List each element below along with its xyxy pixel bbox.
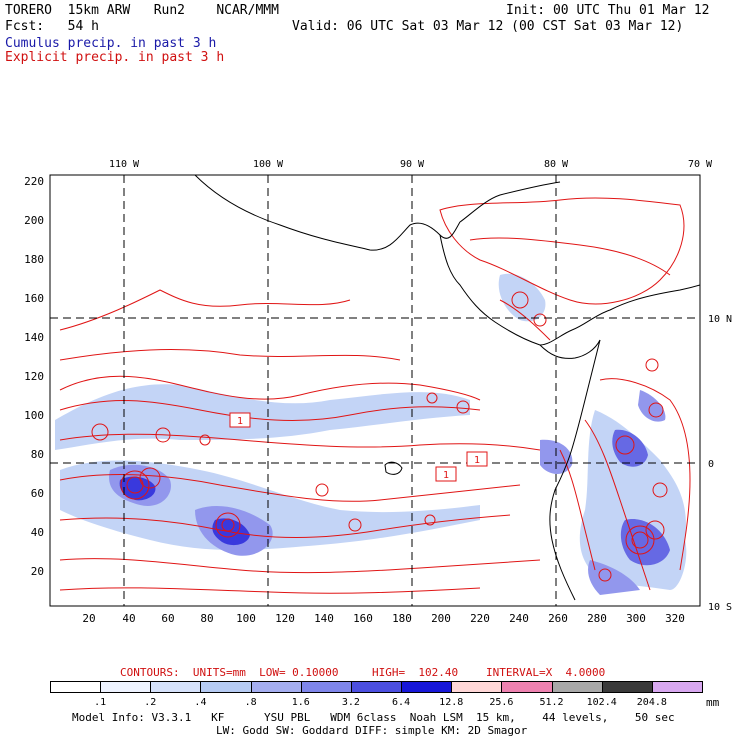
colorbar-cell xyxy=(200,681,252,693)
colorbar-cell xyxy=(501,681,553,693)
contour-units: CONTOURS: UNITS=mm LOW= 0.10000 xyxy=(120,666,339,679)
explicit-precip-contours xyxy=(59,197,691,594)
colorbar-label: 102.4 xyxy=(586,697,617,708)
colorbar-label: 25.6 xyxy=(489,697,514,708)
lon-label: 110 W xyxy=(109,159,140,170)
lat-label: 0 xyxy=(708,459,714,470)
colorbar-cell xyxy=(451,681,503,693)
valid-time: Valid: 06 UTC Sat 03 Mar 12 (00 CST Sat … xyxy=(292,19,684,34)
contour-interval: INTERVAL=X 4.0000 xyxy=(486,666,606,679)
bottom-tick: 320 xyxy=(665,612,685,625)
colorbar-label: 51.2 xyxy=(539,697,564,708)
colorbar-cell xyxy=(551,681,603,693)
bottom-tick: 220 xyxy=(470,612,490,625)
colorbar-label: .8 xyxy=(244,697,257,708)
bottom-tick: 80 xyxy=(200,612,213,625)
bottom-tick: 120 xyxy=(275,612,295,625)
contour-label: 1 xyxy=(474,455,480,466)
colorbar-cell xyxy=(350,681,403,693)
left-tick: 200 xyxy=(24,214,44,227)
init-time: Init: 00 UTC Thu 01 Mar 12 xyxy=(506,3,710,18)
lon-label: 80 W xyxy=(544,159,569,170)
left-tick: 160 xyxy=(24,292,44,305)
lon-label: 70 W xyxy=(688,159,713,170)
left-tick: 180 xyxy=(24,253,44,266)
left-tick: 20 xyxy=(31,565,44,578)
bottom-tick: 200 xyxy=(431,612,451,625)
bottom-tick: 140 xyxy=(314,612,334,625)
left-tick: 120 xyxy=(24,370,44,383)
colorbar-label: .2 xyxy=(144,697,157,708)
bottom-tick: 60 xyxy=(161,612,174,625)
bottom-tick: 40 xyxy=(122,612,135,625)
model-info: Model Info: V3.3.1 KF YSU PBL WDM 6class… xyxy=(72,711,675,724)
lat-label: 10 N xyxy=(708,314,732,325)
bottom-tick: 300 xyxy=(626,612,646,625)
precip-colorbar xyxy=(50,681,703,693)
map-layers: 1 1 1 xyxy=(50,175,700,606)
lon-label: 100 W xyxy=(253,159,284,170)
lon-label: 90 W xyxy=(400,159,425,170)
colorbar-label: .1 xyxy=(94,697,107,708)
colorbar-label: 12.8 xyxy=(439,697,464,708)
right-lat-labels: 10 N 0 10 S xyxy=(708,314,732,613)
map-frame xyxy=(49,174,701,607)
left-tick-labels: 220 200 180 160 140 120 100 80 60 40 20 xyxy=(24,175,44,578)
lat-label: 10 S xyxy=(708,602,732,613)
colorbar-unit: mm xyxy=(706,696,720,709)
colorbar-label: 1.6 xyxy=(291,697,310,708)
model-physics: LW: Godd SW: Goddard DIFF: simple KM: 2D… xyxy=(216,724,528,737)
cumulus-precip-label: Cumulus precip. in past 3 h xyxy=(5,36,217,51)
left-tick: 40 xyxy=(31,526,44,539)
contour-labels: 1 1 1 xyxy=(229,412,488,482)
colorbar-cell xyxy=(100,681,152,693)
colorbar-label: 204.8 xyxy=(636,697,667,708)
colorbar-cell xyxy=(601,681,653,693)
bottom-tick: 100 xyxy=(236,612,256,625)
bottom-tick: 160 xyxy=(353,612,373,625)
explicit-precip-label: Explicit precip. in past 3 h xyxy=(5,50,225,65)
left-tick: 100 xyxy=(24,409,44,422)
contour-label: 1 xyxy=(443,470,449,481)
bottom-tick: 260 xyxy=(548,612,568,625)
coastline xyxy=(194,175,700,601)
contour-high: HIGH= 102.40 xyxy=(372,666,459,679)
left-tick: 220 xyxy=(24,175,44,188)
colorbar-cell xyxy=(250,681,302,693)
header-title: TORERO 15km ARW Run2 NCAR/MMM xyxy=(5,3,279,18)
bottom-tick: 280 xyxy=(587,612,607,625)
forecast-hour: Fcst: 54 h xyxy=(5,19,99,34)
cumulus-precip-shading xyxy=(55,273,687,595)
colorbar-label: 3.2 xyxy=(341,697,360,708)
bottom-tick: 180 xyxy=(392,612,412,625)
bottom-tick: 20 xyxy=(82,612,95,625)
bottom-tick: 240 xyxy=(509,612,529,625)
left-tick: 60 xyxy=(31,487,44,500)
colorbar-cell xyxy=(401,681,453,693)
contour-label: 1 xyxy=(237,416,243,427)
colorbar-cell xyxy=(300,681,352,693)
top-lon-labels: 110 W 100 W 90 W 80 W 70 W xyxy=(109,159,713,170)
colorbar-cell xyxy=(150,681,202,693)
colorbar-cell xyxy=(50,681,102,693)
left-tick: 140 xyxy=(24,331,44,344)
colorbar-label: 6.4 xyxy=(392,697,411,708)
colorbar-cell xyxy=(651,681,703,693)
bottom-tick-labels: 20 40 60 80 100 120 140 160 180 200 220 … xyxy=(82,612,685,625)
lat-lon-grid xyxy=(50,175,700,606)
left-tick: 80 xyxy=(31,448,44,461)
colorbar-label: .4 xyxy=(194,697,207,708)
